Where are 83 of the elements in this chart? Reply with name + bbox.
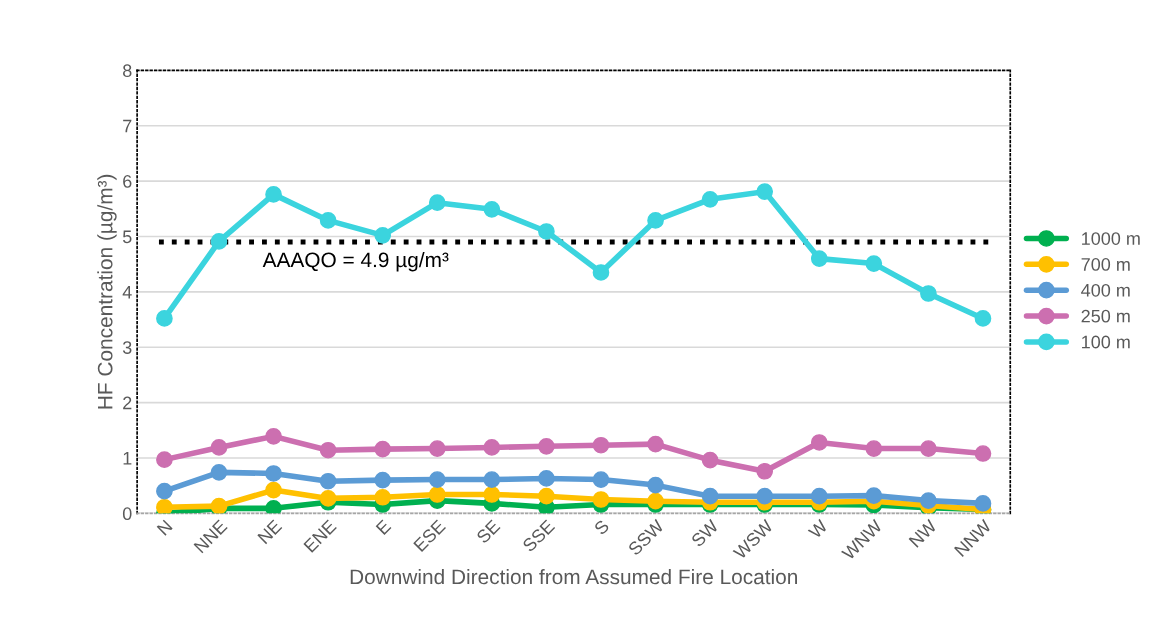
- x-tick-label: N: [156, 519, 173, 536]
- point: [974, 445, 992, 462]
- x-tick-label: E: [375, 519, 392, 535]
- x-tick-label: NE: [257, 519, 283, 545]
- y-tick-label: 6: [123, 175, 132, 188]
- point: [592, 491, 610, 508]
- ref-line-label: AAAQO = 4.9 µg/m³: [262, 251, 449, 272]
- legend-label: 100 m: [1082, 335, 1130, 349]
- x-tick-label: W: [807, 518, 829, 540]
- point: [265, 481, 282, 499]
- point: [428, 194, 446, 212]
- point: [865, 255, 883, 272]
- y-tick-label: 4: [122, 285, 132, 299]
- point: [265, 428, 282, 445]
- point: [374, 440, 392, 458]
- point: [592, 436, 610, 454]
- point: [374, 227, 392, 244]
- point: [319, 472, 337, 490]
- point: [701, 487, 719, 505]
- point: [920, 492, 937, 509]
- point: [265, 500, 282, 514]
- point: [156, 482, 173, 500]
- point: [265, 465, 282, 482]
- point: [483, 486, 501, 503]
- point: [319, 441, 337, 459]
- y-tick-label: 8: [123, 64, 132, 78]
- x-tick-label: SW: [690, 518, 720, 548]
- point: [647, 212, 664, 229]
- legend-label: 400 m: [1081, 283, 1130, 297]
- point: [865, 487, 883, 504]
- point: [592, 264, 610, 281]
- legend-label: 250 m: [1081, 309, 1130, 323]
- point: [319, 212, 337, 229]
- point: [810, 250, 828, 267]
- y-tick-label: 0: [122, 507, 132, 521]
- y-tick-label: 2: [123, 396, 132, 410]
- y-tick-label: 7: [123, 119, 132, 133]
- legend-label: 700 m: [1081, 258, 1130, 271]
- point: [210, 464, 228, 481]
- point: [865, 440, 883, 457]
- legend-label: 1000 m: [1082, 232, 1140, 245]
- point: [920, 440, 937, 457]
- point: [483, 439, 501, 456]
- point: [265, 186, 282, 203]
- point: [701, 191, 719, 208]
- point: [810, 434, 828, 451]
- point: [210, 233, 228, 250]
- point: [810, 487, 828, 505]
- point: [483, 471, 501, 488]
- point: [647, 476, 664, 494]
- y-tick-label: 5: [122, 230, 132, 244]
- point: [592, 471, 610, 488]
- y-tick-label: 1: [123, 452, 132, 465]
- point: [319, 490, 337, 507]
- point: [756, 183, 774, 200]
- point: [374, 488, 392, 506]
- point: [156, 451, 173, 468]
- y-axis-title: HF Concentration (µg/m³): [97, 174, 117, 409]
- x-tick-label: SE: [475, 519, 501, 545]
- point: [156, 498, 173, 514]
- point: [538, 223, 555, 240]
- point: [920, 285, 937, 302]
- point: [538, 470, 555, 487]
- point: [756, 487, 774, 505]
- point: [974, 495, 992, 512]
- point: [374, 471, 392, 489]
- point: [428, 440, 446, 457]
- point: [156, 310, 173, 327]
- point: [647, 492, 664, 510]
- y-tick-label: 3: [122, 341, 132, 354]
- point: [538, 487, 555, 505]
- point: [428, 471, 446, 488]
- point: [756, 462, 774, 480]
- point: [428, 486, 446, 503]
- x-axis-title: Downwind Direction from Assumed Fire Location: [350, 568, 797, 585]
- x-tick-label: S: [593, 519, 610, 536]
- point: [483, 200, 501, 218]
- point: [701, 451, 719, 469]
- point: [647, 435, 664, 453]
- x-tick-label: NW: [908, 518, 938, 548]
- point: [538, 438, 555, 455]
- point: [210, 439, 228, 456]
- point: [974, 310, 992, 327]
